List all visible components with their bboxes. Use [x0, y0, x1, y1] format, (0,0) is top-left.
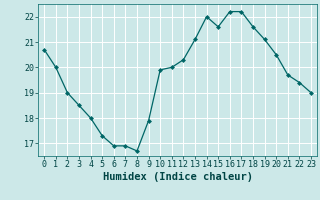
X-axis label: Humidex (Indice chaleur): Humidex (Indice chaleur): [103, 172, 252, 182]
